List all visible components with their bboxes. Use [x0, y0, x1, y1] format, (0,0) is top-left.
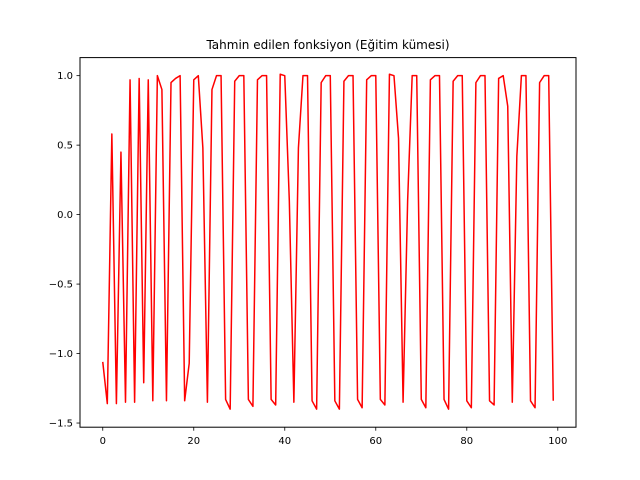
- y-tick-label: 1.0: [57, 71, 73, 82]
- y-axis: 1.0 0.5 0.0 −0.5 −1.0 −1.5: [49, 71, 80, 430]
- x-tick-label: 60: [369, 436, 382, 447]
- chart-title: Tahmin edilen fonksiyon (Eğitim kümesi): [205, 38, 449, 52]
- y-tick-label: 0.5: [57, 141, 73, 152]
- x-axis: 0 20 40 60 80 100: [100, 427, 567, 447]
- plot-area: [102, 73, 554, 410]
- x-tick-label: 40: [278, 436, 291, 447]
- x-tick-label: 0: [100, 436, 106, 447]
- x-tick-label: 20: [187, 436, 200, 447]
- x-tick-label: 100: [548, 436, 567, 447]
- plot-frame: [79, 57, 577, 428]
- x-tick-label: 80: [460, 436, 473, 447]
- y-tick-label: −0.5: [49, 280, 73, 291]
- series-line-0: [102, 73, 554, 410]
- y-tick-label: −1.0: [49, 349, 73, 360]
- y-tick-label: 0.0: [57, 210, 73, 221]
- y-tick-label: −1.5: [49, 419, 73, 430]
